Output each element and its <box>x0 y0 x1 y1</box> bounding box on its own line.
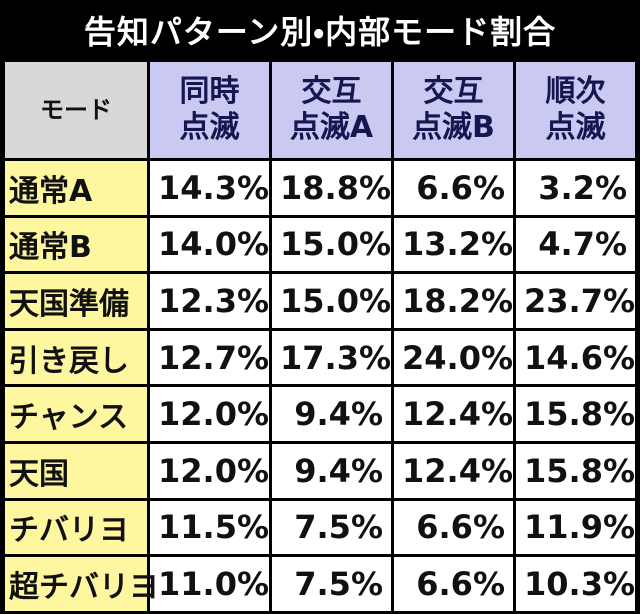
ratio-cell: 11.5% <box>150 500 269 555</box>
ratio-cell: 14.3% <box>150 161 269 215</box>
column-header: 交互 点滅A <box>272 62 391 158</box>
ratio-cell: 15.8% <box>516 443 635 498</box>
ratio-cell: 18.2% <box>394 274 513 328</box>
ratio-cell: 13.2% <box>394 217 513 272</box>
ratio-cell: 4.7% <box>516 217 635 272</box>
ratio-cell: 6.6% <box>394 500 513 555</box>
ratio-cell: 11.0% <box>150 557 269 611</box>
ratio-cell: 12.0% <box>150 387 269 441</box>
ratio-cell: 6.6% <box>394 161 513 215</box>
ratio-cell: 14.6% <box>516 330 635 385</box>
ratio-cell: 17.3% <box>272 330 391 385</box>
table-row: チバリヨ 11.5% 7.5% 6.6% 11.9% <box>5 500 635 555</box>
ratio-cell: 9.4% <box>272 443 391 498</box>
table-row: 超チバリヨ 11.0% 7.5% 6.6% 10.3% <box>5 557 635 611</box>
ratio-cell: 12.4% <box>394 387 513 441</box>
ratio-cell: 7.5% <box>272 557 391 611</box>
mode-name: 通常B <box>5 217 147 272</box>
mode-name: 天国 <box>5 443 147 498</box>
ratio-cell: 3.2% <box>516 161 635 215</box>
ratio-cell: 18.8% <box>272 161 391 215</box>
ratio-cell: 11.9% <box>516 500 635 555</box>
column-header: 順次 点滅 <box>516 62 635 158</box>
ratio-cell: 12.3% <box>150 274 269 328</box>
ratio-cell: 9.4% <box>272 387 391 441</box>
column-header: 同時 点滅 <box>150 62 269 158</box>
ratio-cell: 10.3% <box>516 557 635 611</box>
column-header: 交互 点滅B <box>394 62 513 158</box>
table-row: 天国 12.0% 9.4% 12.4% 15.8% <box>5 443 635 498</box>
mode-table: モード 同時 点滅 交互 点滅A 交互 点滅B 順次 点滅 通常A 14.3% 18.8% 6… <box>2 59 638 614</box>
ratio-cell: 12.7% <box>150 330 269 385</box>
mode-name: 引き戻し <box>5 330 147 385</box>
column-header: モード <box>5 62 147 158</box>
header-row: モード 同時 点滅 交互 点滅A 交互 点滅B 順次 点滅 <box>5 62 635 158</box>
mode-name: チャンス <box>5 387 147 441</box>
ratio-cell: 14.0% <box>150 217 269 272</box>
table-row: 天国準備 12.3% 15.0% 18.2% 23.7% <box>5 274 635 328</box>
table-row: 引き戻し 12.7% 17.3% 24.0% 14.6% <box>5 330 635 385</box>
mode-name: 天国準備 <box>5 274 147 328</box>
table-row: 通常B 14.0% 15.0% 13.2% 4.7% <box>5 217 635 272</box>
mode-name: 超チバリヨ <box>5 557 159 611</box>
table-row: 通常A 14.3% 18.8% 6.6% 3.2% <box>5 161 635 215</box>
title: 告知パターン別・内部モード割合 <box>83 13 557 51</box>
ratio-cell: 12.4% <box>394 443 513 498</box>
ratio-cell: 23.7% <box>516 274 635 328</box>
ratio-cell: 15.0% <box>272 274 391 328</box>
ratio-cell: 24.0% <box>394 330 513 385</box>
mode-name: 通常A <box>5 161 147 215</box>
ratio-cell: 6.6% <box>394 557 513 611</box>
ratio-cell: 7.5% <box>272 500 391 555</box>
table-body: 通常A 14.3% 18.8% 6.6% 3.2% 通常B 14.0% 15.0% 13.2% 4… <box>5 161 635 611</box>
table-row: チャンス 12.0% 9.4% 12.4% 15.8% <box>5 387 635 441</box>
mode-name: チバリヨ <box>5 500 147 555</box>
ratio-cell: 15.0% <box>272 217 391 272</box>
ratio-cell: 12.0% <box>150 443 269 498</box>
ratio-cell: 15.8% <box>516 387 635 441</box>
